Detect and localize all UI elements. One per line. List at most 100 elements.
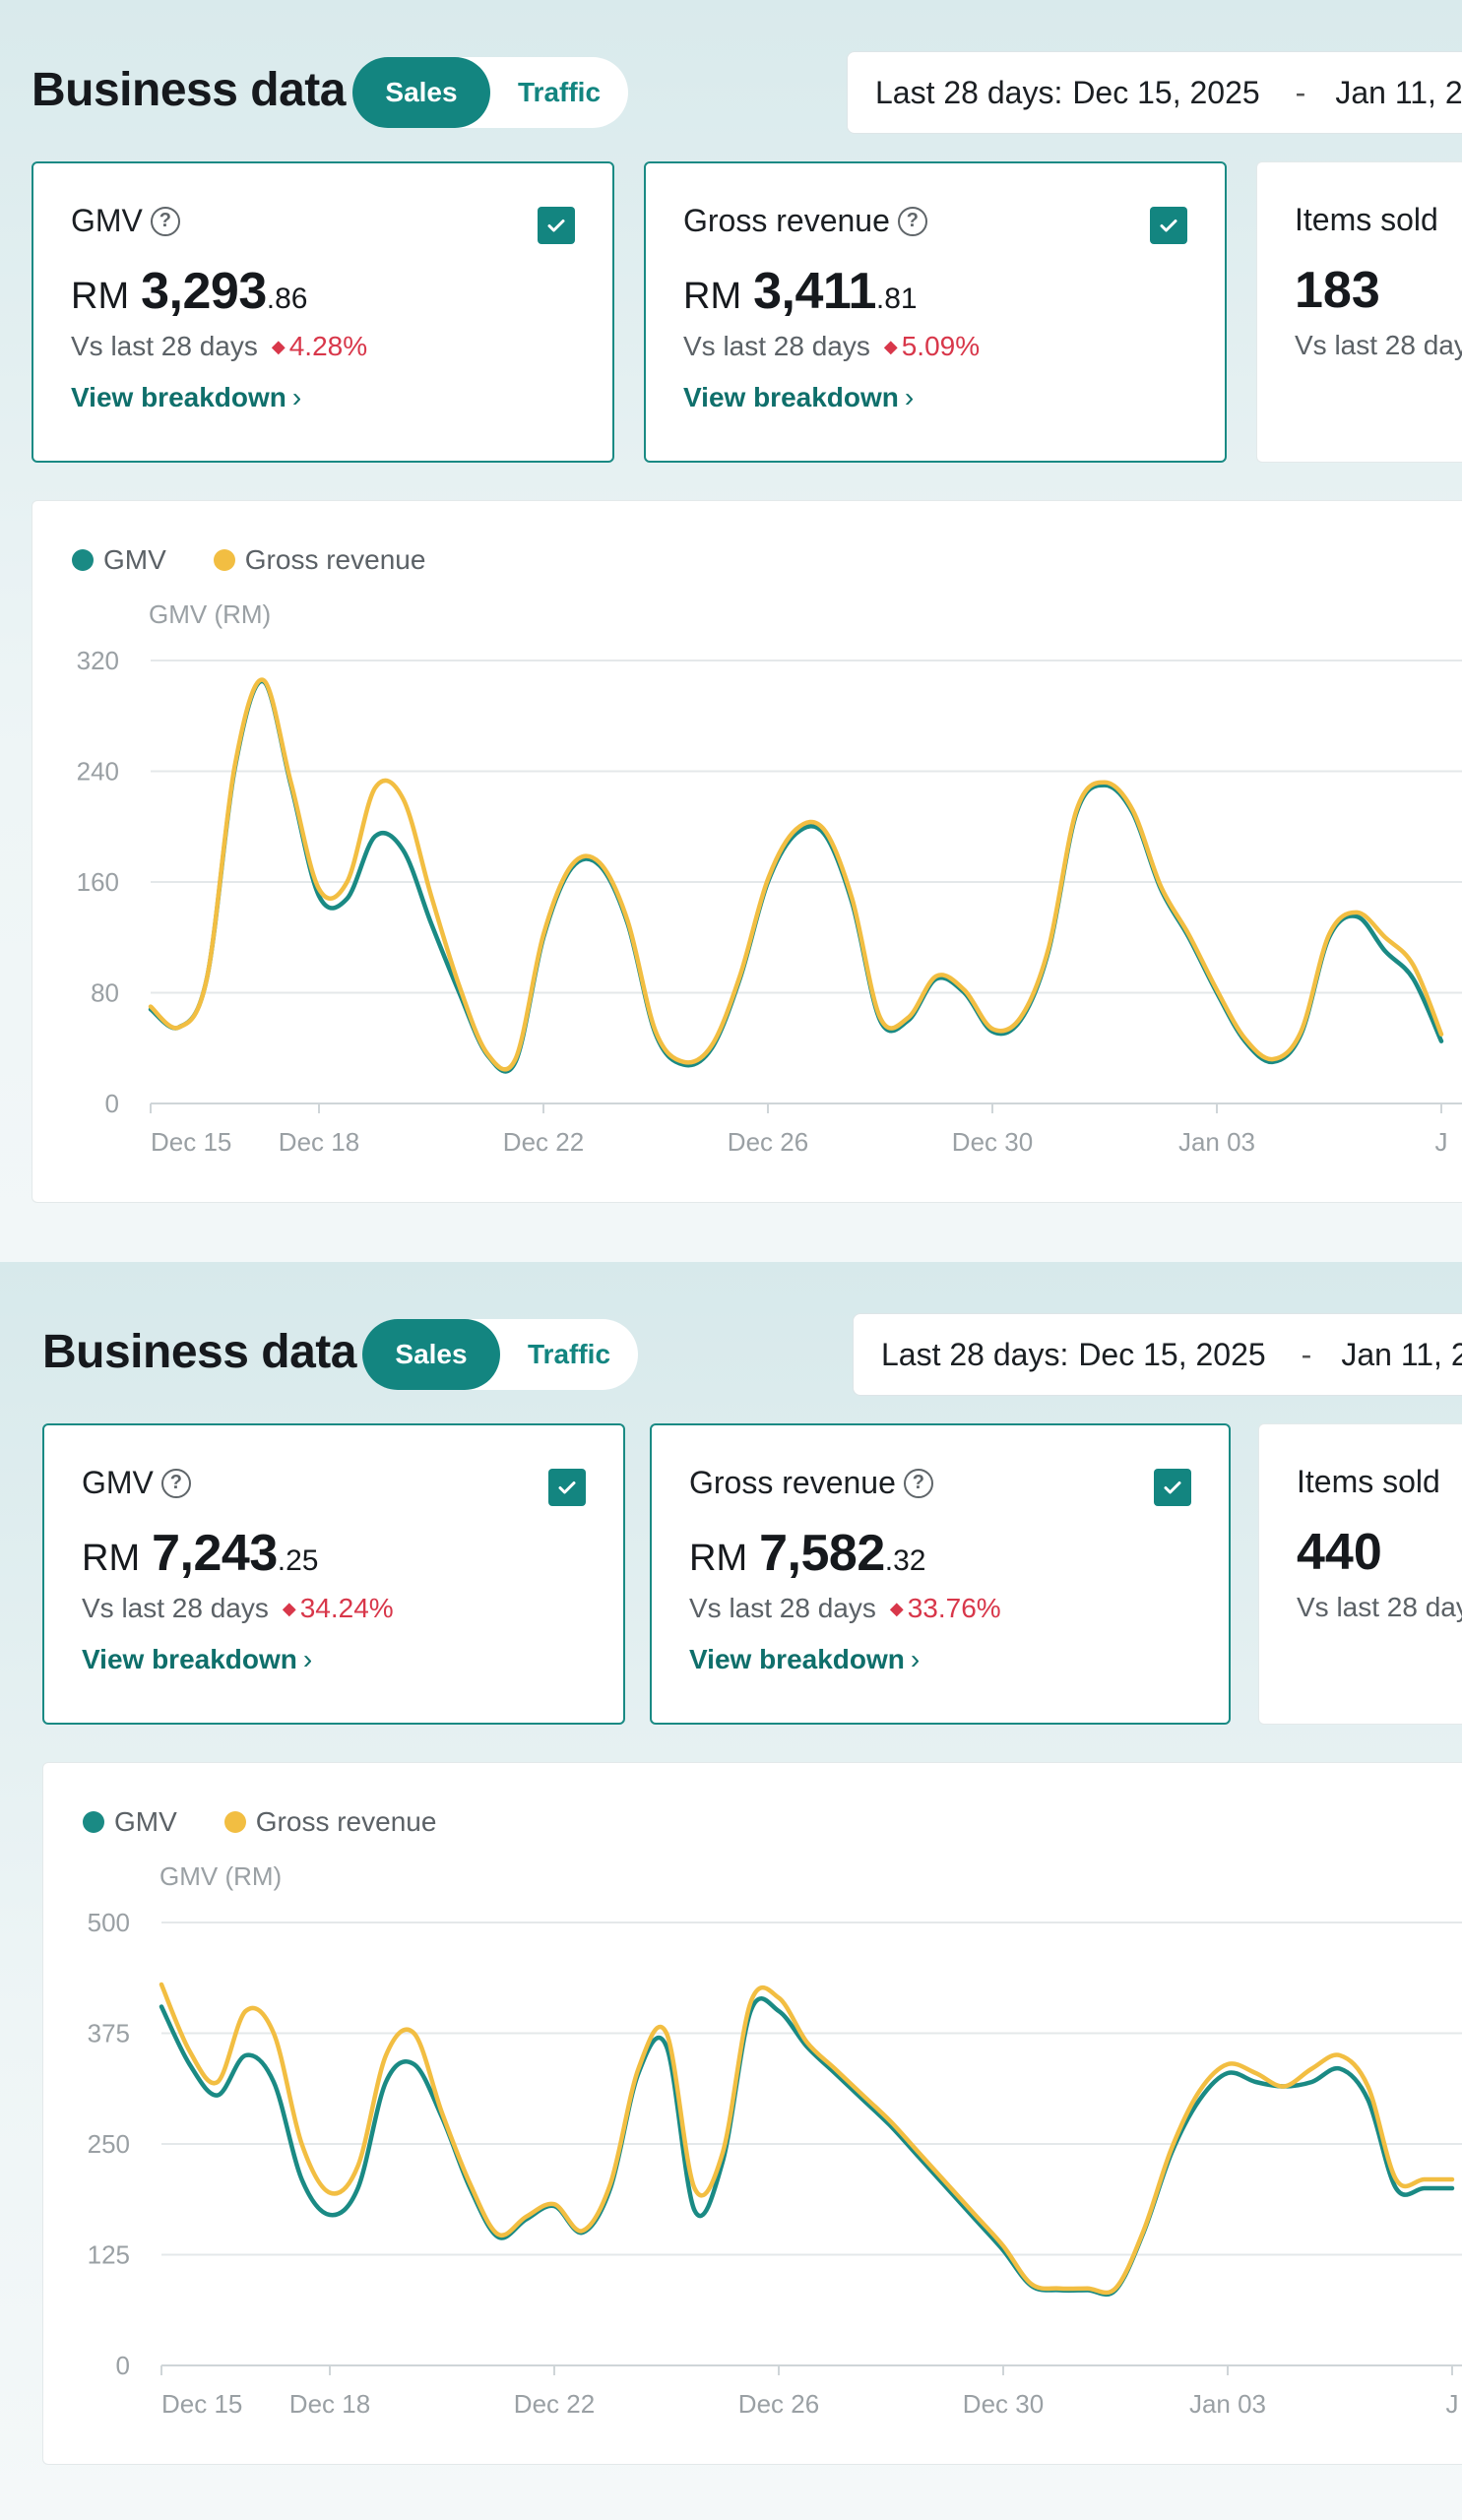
date-range-picker[interactable]: Last 28 days: Dec 15, 2025 - Jan 11, 202… bbox=[847, 51, 1462, 134]
x-tick-label: Dec 18 bbox=[279, 1127, 359, 1157]
y-tick-label: 160 bbox=[77, 867, 119, 897]
x-tick-label: Dec 30 bbox=[952, 1127, 1033, 1157]
view-breakdown-link[interactable]: View breakdown › bbox=[82, 1644, 313, 1674]
x-tick-label: Dec 22 bbox=[514, 2389, 595, 2419]
sales-chart-top: GMV Gross revenue GMV (RM) 0 80 160 240 320 D… bbox=[32, 500, 1462, 1203]
x-tick-label: Dec 15 bbox=[161, 2389, 242, 2419]
y-tick-label: 80 bbox=[91, 978, 119, 1008]
metric-card-gmv[interactable]: GMV? RM 3,293.86 Vs last 28 days ◆ 4.28% Vi… bbox=[32, 161, 614, 463]
diamond-down-icon: ◆ bbox=[889, 1598, 904, 1618]
date-range-start: Dec 15, 2025 bbox=[1078, 1336, 1266, 1372]
metric-card-items-sold[interactable]: Items sold 440 Vs last 28 days bbox=[1258, 1423, 1462, 1725]
tab-traffic[interactable]: Traffic bbox=[527, 1339, 611, 1369]
date-range-separator: - bbox=[1295, 74, 1306, 110]
tab-sales[interactable]: Sales bbox=[362, 1319, 500, 1390]
metric-checkbox[interactable] bbox=[538, 207, 575, 244]
tab-traffic[interactable]: Traffic bbox=[517, 77, 602, 107]
sales-traffic-toggle: Sales Traffic bbox=[352, 57, 628, 128]
metric-compare: Vs last 28 days ◆ 33.76% bbox=[689, 1593, 1001, 1623]
chevron-right-icon: › bbox=[910, 1644, 921, 1674]
chart-legend: GMV Gross revenue bbox=[72, 544, 473, 576]
legend-item-gmv[interactable]: GMV bbox=[83, 1806, 177, 1838]
view-breakdown-link[interactable]: View breakdown › bbox=[71, 382, 302, 412]
legend-dot bbox=[213, 549, 235, 571]
metric-checkbox[interactable] bbox=[1154, 1469, 1191, 1506]
legend-dot bbox=[83, 1811, 104, 1833]
y-tick-label: 0 bbox=[116, 2351, 130, 2380]
metric-card-gmv[interactable]: GMV? RM 7,243.25 Vs last 28 days ◆ 34.24% V… bbox=[42, 1423, 625, 1725]
help-icon[interactable]: ? bbox=[903, 1468, 933, 1498]
help-icon[interactable]: ? bbox=[150, 206, 180, 236]
series-line-gmv bbox=[148, 678, 1444, 1074]
series-line-gross-revenue bbox=[159, 1982, 1455, 2296]
metric-compare: Vs last 28 days ◆ 34.24% bbox=[82, 1593, 394, 1623]
metric-compare: Vs last 28 days bbox=[1295, 330, 1462, 360]
date-range-end: Jan 11, 2026 bbox=[1341, 1336, 1462, 1372]
chevron-right-icon: › bbox=[904, 382, 915, 412]
metric-compare: Vs last 28 days ◆ 4.28% bbox=[71, 331, 368, 361]
y-tick-label: 500 bbox=[88, 1908, 130, 1937]
y-tick-label: 320 bbox=[77, 646, 119, 675]
date-range-separator: - bbox=[1301, 1336, 1312, 1372]
y-tick-label: 250 bbox=[88, 2129, 130, 2159]
y-tick-label: 125 bbox=[88, 2240, 130, 2270]
diamond-down-icon: ◆ bbox=[271, 336, 286, 356]
check-icon bbox=[558, 1481, 576, 1494]
metric-value: RM 7,243.25 bbox=[82, 1525, 319, 1582]
metric-label: GMV? bbox=[82, 1465, 191, 1501]
metric-value: RM 3,293.86 bbox=[71, 263, 308, 320]
diamond-down-icon: ◆ bbox=[883, 336, 898, 356]
series-line-gmv bbox=[159, 1996, 1455, 2298]
metric-compare: Vs last 28 days ◆ 5.09% bbox=[683, 331, 981, 361]
line-chart-svg: 0 80 160 240 320 Dec 15 Dec 18 Dec 22 Dec 26 Dec … bbox=[77, 646, 1462, 1157]
diamond-down-icon: ◆ bbox=[282, 1598, 296, 1618]
metric-checkbox[interactable] bbox=[1150, 207, 1187, 244]
legend-item-gross-revenue[interactable]: Gross revenue bbox=[213, 544, 425, 576]
metric-label: GMV? bbox=[71, 203, 180, 239]
metric-label: Gross revenue? bbox=[683, 203, 927, 239]
date-range-end: Jan 11, 2026 bbox=[1335, 74, 1462, 110]
change-badge: ◆ 34.24% bbox=[282, 1593, 394, 1623]
business-data-panel-bottom: Business data Sales Traffic Last 28 days… bbox=[0, 1262, 1462, 2520]
legend-dot bbox=[72, 549, 94, 571]
help-icon[interactable]: ? bbox=[897, 206, 927, 236]
metric-card-gross-revenue[interactable]: Gross revenue? RM 7,582.32 Vs last 28 day… bbox=[650, 1423, 1231, 1725]
chart-legend: GMV Gross revenue bbox=[83, 1806, 483, 1838]
legend-item-gmv[interactable]: GMV bbox=[72, 544, 166, 576]
tab-sales[interactable]: Sales bbox=[352, 57, 490, 128]
series-line-gross-revenue bbox=[148, 677, 1444, 1072]
metric-card-gross-revenue[interactable]: Gross revenue? RM 3,411.81 Vs last 28 day… bbox=[644, 161, 1227, 463]
metric-value: 440 bbox=[1297, 1524, 1382, 1581]
metric-value: RM 7,582.32 bbox=[689, 1525, 926, 1582]
y-axis-title: GMV (RM) bbox=[159, 1861, 283, 1891]
view-breakdown-link[interactable]: View breakdown › bbox=[683, 382, 915, 412]
metric-label: Items sold bbox=[1297, 1464, 1440, 1499]
date-range-picker[interactable]: Last 28 days: Dec 15, 2025 - Jan 11, 202… bbox=[853, 1313, 1462, 1396]
metric-value: RM 3,411.81 bbox=[683, 263, 918, 320]
metric-checkbox[interactable] bbox=[548, 1469, 586, 1506]
metric-label: Gross revenue? bbox=[689, 1465, 933, 1501]
x-tick-label: Dec 26 bbox=[728, 1127, 808, 1157]
chevron-right-icon: › bbox=[302, 1644, 313, 1674]
y-axis-title: GMV (RM) bbox=[149, 599, 272, 629]
x-tick-label: Dec 18 bbox=[289, 2389, 370, 2419]
x-tick-label: Dec 15 bbox=[151, 1127, 231, 1157]
legend-item-gross-revenue[interactable]: Gross revenue bbox=[223, 1806, 436, 1838]
view-breakdown-link[interactable]: View breakdown › bbox=[689, 1644, 921, 1674]
y-tick-label: 240 bbox=[77, 757, 119, 787]
change-badge: ◆ 33.76% bbox=[889, 1593, 1001, 1623]
y-tick-label: 0 bbox=[105, 1089, 119, 1118]
metric-card-items-sold[interactable]: Items sold 183 Vs last 28 days bbox=[1256, 161, 1462, 463]
date-range-label: Last 28 days: bbox=[881, 1336, 1069, 1372]
x-tick-label: J bbox=[1446, 2389, 1459, 2419]
check-icon bbox=[1160, 220, 1177, 232]
metric-label: Items sold bbox=[1295, 202, 1438, 237]
date-range-label: Last 28 days: bbox=[875, 74, 1063, 110]
change-badge: ◆ 4.28% bbox=[271, 331, 368, 361]
legend-dot bbox=[223, 1811, 246, 1833]
x-tick-label: Jan 03 bbox=[1189, 2389, 1266, 2419]
x-tick-label: J bbox=[1435, 1127, 1448, 1157]
page-title: Business data bbox=[32, 64, 346, 116]
help-icon[interactable]: ? bbox=[160, 1468, 191, 1498]
page-title: Business data bbox=[42, 1326, 356, 1378]
